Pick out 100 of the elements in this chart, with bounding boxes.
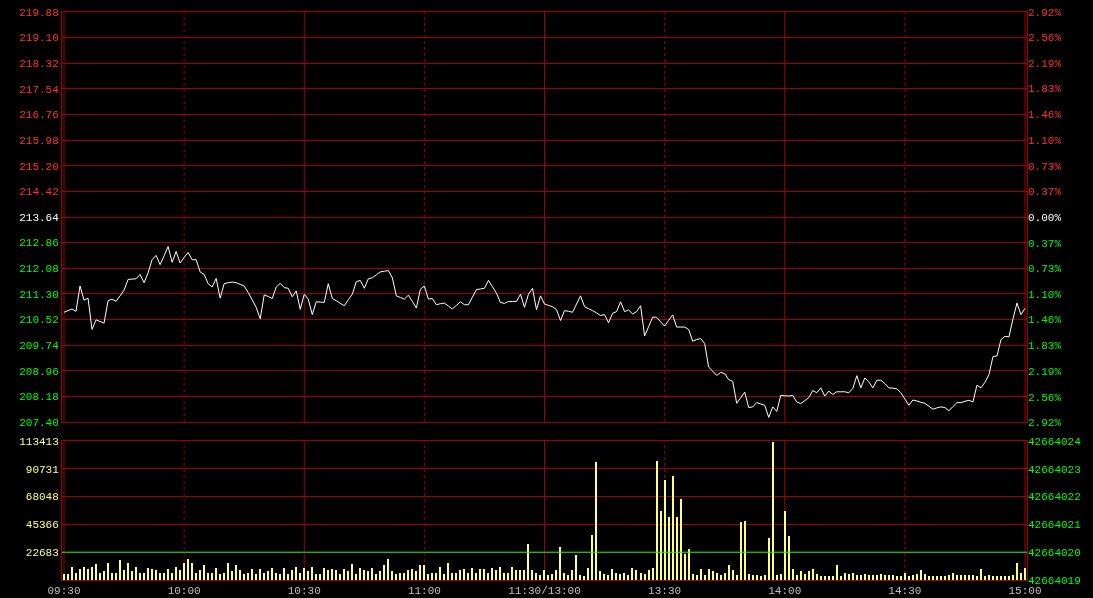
bar (187, 559, 189, 580)
bar (696, 575, 698, 580)
bar (387, 559, 389, 580)
bar (768, 538, 770, 580)
bar (219, 574, 221, 580)
bar (575, 555, 577, 580)
bar (395, 574, 397, 580)
y-tick-label: 214.42 (19, 186, 59, 199)
bar (399, 573, 401, 580)
y-tick-label: 45366 (25, 519, 59, 532)
x-tick-label: 15:00 (1008, 585, 1042, 598)
bar (740, 522, 742, 580)
y-tick-label: 68048 (25, 491, 59, 504)
bar (780, 574, 782, 580)
bar (896, 576, 898, 580)
bar (772, 442, 774, 580)
y-tick-label: 113413 (19, 435, 59, 448)
y2-tick-label: 0.37% (1028, 237, 1062, 250)
bar (523, 570, 525, 580)
bar (591, 535, 593, 580)
bar (808, 571, 810, 580)
bar (63, 574, 65, 580)
bar (271, 568, 273, 580)
bar (752, 575, 754, 580)
bar (419, 565, 421, 580)
y2-tick-label: 0.37% (1028, 185, 1062, 198)
bar (1000, 576, 1002, 580)
y2-tick-label: 2.56% (1028, 32, 1062, 45)
y2-tick-label: 0.73% (1028, 263, 1062, 276)
bar (1024, 568, 1026, 580)
bar (776, 575, 778, 580)
bar (291, 570, 293, 580)
bar (992, 576, 994, 580)
bar (427, 574, 429, 580)
y2-tick-label: 42664022 (1028, 491, 1081, 504)
bar (631, 568, 633, 580)
bar (599, 571, 601, 580)
bar (519, 570, 521, 580)
bar (75, 573, 77, 580)
bar (956, 575, 958, 580)
x-tick-label: 11:30/13:00 (508, 585, 581, 598)
y-tick-label: 211.30 (19, 288, 59, 301)
bar (359, 568, 361, 580)
y-tick-label: 213.64 (19, 211, 60, 224)
bar (840, 576, 842, 580)
bar (1012, 575, 1014, 580)
bar (940, 576, 942, 580)
bar (531, 570, 533, 580)
bar (167, 569, 169, 580)
bar (415, 571, 417, 580)
bar (131, 571, 133, 580)
bar (888, 575, 890, 580)
bar (363, 570, 365, 580)
bar (507, 573, 509, 580)
bar (207, 573, 209, 580)
bar (79, 569, 81, 580)
bar (900, 576, 902, 580)
bar (231, 571, 233, 580)
bar (255, 574, 257, 580)
bar (139, 573, 141, 580)
bar (547, 575, 549, 580)
bar (732, 570, 734, 580)
y-tick-label: 207.40 (19, 416, 59, 429)
bar (115, 573, 117, 580)
y2-tick-label: 2.92% (1028, 6, 1062, 19)
bar (864, 574, 866, 580)
bar (583, 576, 585, 580)
bar (203, 565, 205, 580)
bar (451, 573, 453, 580)
bar (447, 563, 449, 580)
bar (391, 571, 393, 580)
bar (123, 570, 125, 580)
bar (91, 567, 93, 580)
bar (439, 567, 441, 580)
bar (67, 574, 69, 580)
y2-tick-label: 1.46% (1028, 109, 1062, 122)
bar (936, 576, 938, 580)
y2-tick-label: 42664020 (1028, 547, 1081, 560)
bar (988, 575, 990, 580)
bar (880, 574, 882, 580)
bar (539, 575, 541, 580)
bar (972, 575, 974, 580)
bar (652, 568, 654, 580)
bar (175, 567, 177, 580)
bar (331, 569, 333, 580)
bar (980, 569, 982, 580)
bar (611, 569, 613, 580)
bar (579, 575, 581, 580)
bar (143, 573, 145, 580)
bar (199, 570, 201, 580)
bar (860, 575, 862, 580)
bar (403, 573, 405, 580)
bar (692, 574, 694, 580)
bar (467, 573, 469, 580)
bar (299, 573, 301, 580)
bar (660, 511, 662, 580)
bar (571, 570, 573, 580)
bar (964, 575, 966, 580)
bar (567, 575, 569, 580)
bar (319, 574, 321, 580)
